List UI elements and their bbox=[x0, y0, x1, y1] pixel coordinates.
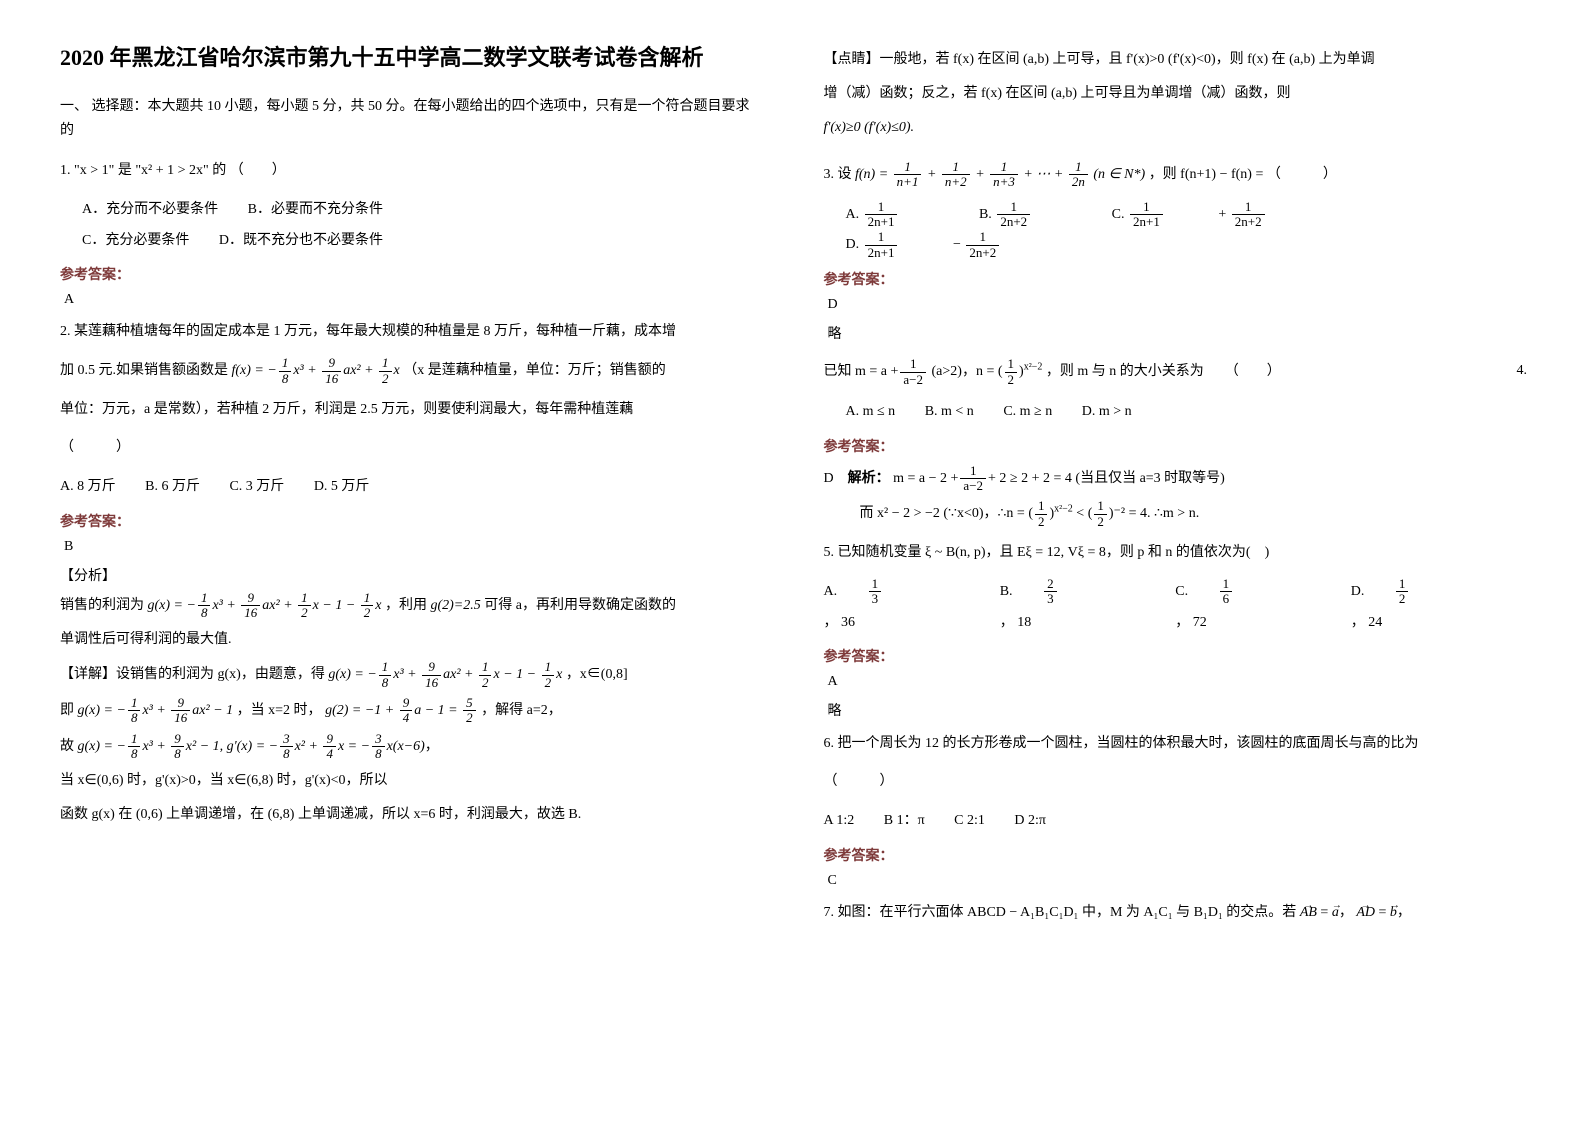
q5-ans: A bbox=[828, 674, 1528, 690]
left-column: 2020 年黑龙江省哈尔滨市第九十五中学高二数学文联考试卷含解析 一、 选择题：… bbox=[0, 0, 794, 1122]
q2-opt-a: A. 8 万斤 bbox=[60, 472, 116, 503]
q6-ans: C bbox=[828, 873, 1528, 889]
q3-options: A. 12n+1 B. 12n+2 C. 12n+1 + 12n+2 D. 12… bbox=[846, 200, 1528, 262]
q2-stem-line3: 单位：万元，a 是常数），若种植 2 万斤，利润是 2.5 万元，则要使利润最大… bbox=[60, 396, 754, 424]
q5-stem: 5. 已知随机变量 ξ ~ B(n, p)，且 Eξ = 12, Vξ = 8，… bbox=[824, 539, 1528, 567]
q5-options: A. 13， 36 B. 23， 18 C. 16， 72 D. 12， 24 bbox=[824, 577, 1528, 639]
q1-opt-b: B．必要而不充分条件 bbox=[248, 195, 383, 226]
q5-opt-a: A. 13， 36 bbox=[824, 577, 974, 639]
q1-ans-label: 参考答案： bbox=[60, 264, 754, 284]
q2-analysis-label: 【分析】 bbox=[60, 565, 754, 585]
q4-opt-a: A. m ≤ n bbox=[846, 397, 896, 428]
q2-options: A. 8 万斤 B. 6 万斤 C. 3 万斤 D. 5 万斤 bbox=[60, 472, 754, 503]
q3-opt-a: A. 12n+1 bbox=[846, 200, 950, 231]
q6-stem-b: （ ） bbox=[824, 768, 1528, 796]
q4-number: 4. bbox=[1517, 357, 1528, 387]
q3-brief: 略 bbox=[828, 323, 1528, 343]
q2-stem-line4: （ ） bbox=[60, 434, 754, 462]
q4-options: A. m ≤ n B. m < n C. m ≥ n D. m > n bbox=[846, 397, 1528, 428]
q2-detail-2: 即 g(x) = −18x³ + 916ax² − 1 ，当 x=2 时， g(… bbox=[60, 696, 754, 726]
q2-detail-4: 当 x∈(0,6) 时，g'(x)>0，当 x∈(6,8) 时，g'(x)<0，… bbox=[60, 767, 754, 795]
q2-detail-3: 故 g(x) = −18x³ + 98x² − 1, g'(x) = −38x²… bbox=[60, 732, 754, 762]
q4-opt-d: D. m > n bbox=[1082, 397, 1132, 428]
q2-stem-line1: 2. 某莲藕种植塘每年的固定成本是 1 万元，每年最大规模的种植量是 8 万斤，… bbox=[60, 318, 754, 346]
tip-2: 增（减）函数；反之，若 f(x) 在区间 (a,b) 上可导且为单调增（减）函数… bbox=[824, 80, 1528, 108]
q2-opt-d: D. 5 万斤 bbox=[314, 472, 370, 503]
q4-opt-b: B. m < n bbox=[925, 397, 974, 428]
section-1-header: 一、 选择题：本大题共 10 小题，每小题 5 分，共 50 分。在每小题给出的… bbox=[60, 95, 754, 143]
q2-opt-c: C. 3 万斤 bbox=[229, 472, 284, 503]
q4-opt-c: C. m ≥ n bbox=[1003, 397, 1052, 428]
q2-detail-1: 【详解】设销售的利润为 g(x)，由题意，得 g(x) = −18x³ + 91… bbox=[60, 660, 754, 690]
q4-stem: 已知 m = a +1a−2 (a>2)，n = (12)x²−2 ，则 m 与… bbox=[824, 357, 1528, 387]
q4-analysis-1: D 解析： m = a − 2 +1a−2+ 2 ≥ 2 + 2 = 4 (当且… bbox=[824, 464, 1528, 494]
tip-1: 【点睛】一般地，若 f(x) 在区间 (a,b) 上可导，且 f'(x)>0 (… bbox=[824, 46, 1528, 74]
q6-opt-b: B 1：π bbox=[884, 806, 925, 837]
q6-stem: 6. 把一个周长为 12 的长方形卷成一个圆柱，当圆柱的体积最大时，该圆柱的底面… bbox=[824, 730, 1528, 758]
q3-opt-c: C. 12n+1 + 12n+2 bbox=[1112, 200, 1317, 231]
q6-opt-c: C 2:1 bbox=[954, 806, 985, 837]
q5-opt-d: D. 12， 24 bbox=[1351, 577, 1501, 639]
q2-detail-5: 函数 g(x) 在 (0,6) 上单调递增，在 (6,8) 上单调递减，所以 x… bbox=[60, 801, 754, 829]
q1-opt-d: D．既不充分也不必要条件 bbox=[219, 226, 383, 257]
q2-ans-label: 参考答案： bbox=[60, 511, 754, 531]
q5-ans-label: 参考答案： bbox=[824, 646, 1528, 666]
q5-opt-b: B. 23， 18 bbox=[1000, 577, 1150, 639]
q5-brief: 略 bbox=[828, 700, 1528, 720]
q1-stem: 1. "x > 1" 是 "x² + 1 > 2x" 的 （ ） bbox=[60, 157, 754, 185]
q1-opt-a: A．充分而不必要条件 bbox=[82, 195, 218, 226]
q2-opt-b: B. 6 万斤 bbox=[145, 472, 200, 503]
q5-opt-c: C. 16， 72 bbox=[1175, 577, 1325, 639]
q3-stem: 3. 设 f(n) = 1n+1 + 1n+2 + 1n+3 + ⋯ + 12n… bbox=[824, 160, 1528, 190]
tip-3: f'(x)≥0 (f'(x)≤0). bbox=[824, 114, 1528, 142]
q2-analysis-2: 单调性后可得利润的最大值. bbox=[60, 626, 754, 654]
q1-options: A．充分而不必要条件 B．必要而不充分条件 C．充分必要条件 D．既不充分也不必… bbox=[82, 195, 754, 257]
q2-analysis-1: 销售的利润为 g(x) = −18x³ + 916ax² + 12x − 1 −… bbox=[60, 591, 754, 621]
q2-formula: f(x) = −18x³ + 916ax² + 12x bbox=[232, 363, 404, 378]
q2-ans: B bbox=[64, 539, 754, 555]
q1-ans: A bbox=[64, 292, 754, 308]
q1-opt-c: C．充分必要条件 bbox=[82, 226, 189, 257]
q4-ans-label: 参考答案： bbox=[824, 436, 1528, 456]
q3-ans-label: 参考答案： bbox=[824, 269, 1528, 289]
q6-opt-d: D 2:π bbox=[1014, 806, 1046, 837]
right-column: 【点睛】一般地，若 f(x) 在区间 (a,b) 上可导，且 f'(x)>0 (… bbox=[794, 0, 1587, 1122]
page-title: 2020 年黑龙江省哈尔滨市第九十五中学高二数学文联考试卷含解析 bbox=[60, 40, 754, 75]
q7-stem: 7. 如图：在平行六面体 ABCD − A₁B₁C₁D₁ 中，M 为 A₁C₁ … bbox=[824, 899, 1528, 927]
q4-analysis-2: 而 x² − 2 > −2 (∵x<0)，∴n = (12)x²−2 < (12… bbox=[860, 499, 1528, 529]
q6-ans-label: 参考答案： bbox=[824, 845, 1528, 865]
q6-options: A 1:2 B 1：π C 2:1 D 2:π bbox=[824, 806, 1528, 837]
q3-ans: D bbox=[828, 297, 1528, 313]
q3-opt-d: D. 12n+1 − 12n+2 bbox=[846, 230, 1052, 261]
q2-stem-line2: 加 0.5 元.如果销售额函数是 f(x) = −18x³ + 916ax² +… bbox=[60, 356, 754, 386]
q3-opt-b: B. 12n+2 bbox=[979, 200, 1082, 231]
q6-opt-a: A 1:2 bbox=[824, 806, 855, 837]
